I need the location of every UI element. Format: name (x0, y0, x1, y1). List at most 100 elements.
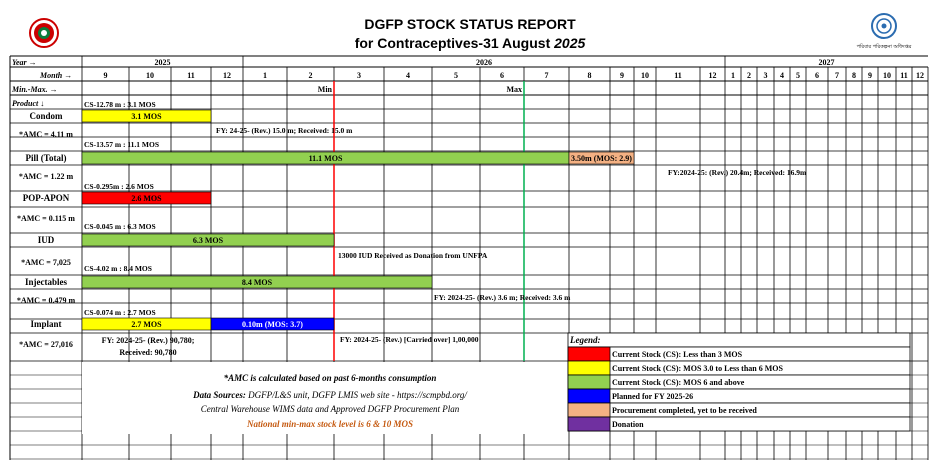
amc-value: *AMC = 0.479 m (17, 296, 76, 305)
legend-swatch (567, 374, 611, 390)
month-header: 6 (500, 71, 504, 80)
product-name: Implant (30, 319, 61, 329)
current-stock-text: CS-13.57 m : 11.1 MOS (84, 140, 159, 149)
month-header: 5 (796, 71, 800, 80)
year-2025: 2025 (155, 58, 171, 67)
product-name: Pill (Total) (26, 153, 67, 163)
stock-bar (81, 191, 212, 205)
procurement-note: FY: 2024-25- (Rev.) [Carried over] 1,00,… (340, 335, 479, 344)
month-header: 10 (146, 71, 154, 80)
amc-value: *AMC = 27,016 (19, 340, 73, 349)
year-2027: 2027 (819, 58, 835, 67)
report-subtitle-year: 2025 (554, 35, 586, 51)
implant-fy-line1: FY: 2024-25- (Rev.) 90,780; (102, 336, 195, 345)
current-stock-text: CS-0.295m : 2.6 MOS (84, 182, 154, 191)
year-2026: 2026 (476, 58, 492, 67)
product-label: Product ↓ (12, 99, 44, 108)
report-subtitle: for Contraceptives-31 August 2025 (0, 35, 940, 51)
month-header: 1 (731, 71, 735, 80)
planned-bar (210, 317, 335, 331)
stock-bar-label: 11.1 MOS (309, 154, 343, 163)
month-header: 8 (852, 71, 856, 80)
month-header: 10 (641, 71, 649, 80)
stock-bar-label: 2.7 MOS (131, 320, 162, 329)
amc-value: *AMC = 4.11 m (19, 130, 73, 139)
month-header: 12 (223, 71, 231, 80)
stock-bar-label: 3.1 MOS (131, 112, 162, 121)
current-stock-text: CS-0.045 m : 6.3 MOS (84, 222, 156, 231)
legend-swatch (567, 388, 611, 404)
amc-value: *AMC = 0.115 m (17, 214, 75, 223)
legend-label: Procurement completed, yet to be receive… (612, 406, 757, 415)
month-header: 9 (868, 71, 872, 80)
max-label: Max (506, 85, 522, 94)
report-subtitle-text: for Contraceptives-31 August (354, 35, 555, 51)
minmax-label: Min.-Max. → (11, 85, 58, 94)
procurement-note: FY: 24-25- (Rev.) 15.0 m; Received: 15.0… (216, 126, 353, 135)
month-header: 5 (454, 71, 458, 80)
legend-label: Current Stock (CS): MOS 6 and above (612, 378, 745, 387)
min-label: Min (318, 85, 333, 94)
data-sources-note: Data Sources: DGFP/L&S unit, DGFP LMIS w… (192, 390, 468, 400)
notes-box (82, 362, 568, 434)
legend-title: Legend: (569, 335, 601, 345)
legend-swatch (567, 416, 611, 432)
stock-bar (81, 233, 335, 247)
current-stock-text: CS-12.78 m : 3.1 MOS (84, 100, 156, 109)
planned-bar-label: 3.50m (MOS: 2.9) (571, 154, 632, 163)
stock-bar (81, 109, 212, 123)
month-label: Month → (39, 71, 72, 80)
implant-fy-line2: Received: 90,780 (119, 348, 176, 357)
month-header: 10 (883, 71, 891, 80)
legend-label: Current Stock (CS): MOS 3.0 to Less than… (612, 364, 784, 373)
legend-swatch (567, 360, 611, 376)
legend-swatch (567, 346, 611, 362)
planned-bar-label: 0.10m (MOS: 3.7) (242, 320, 303, 329)
legend-label: Donation (612, 420, 644, 429)
amc-value: *AMC = 7,025 (21, 258, 71, 267)
month-header: 2 (747, 71, 751, 80)
month-header: 6 (815, 71, 819, 80)
month-header: 9 (104, 71, 108, 80)
month-header: 4 (780, 71, 784, 80)
data-sources-line2: Central Warehouse WIMS data and Approved… (201, 404, 460, 414)
legend-label: Current Stock (CS): Less than 3 MOS (612, 350, 743, 359)
product-name: Injectables (25, 277, 67, 287)
amc-value: *AMC = 1.22 m (19, 172, 74, 181)
month-header: 3 (764, 71, 768, 80)
stock-bar-label: 8.4 MOS (242, 278, 273, 287)
report-title: DGFP STOCK STATUS REPORT (364, 16, 576, 32)
product-name: IUD (38, 235, 55, 245)
legend-title-row (567, 332, 911, 348)
month-header: 3 (357, 71, 361, 80)
month-header: 1 (263, 71, 267, 80)
legend-swatch (567, 402, 611, 418)
legend-label: Planned for FY 2025-26 (612, 392, 693, 401)
month-header: 12 (709, 71, 717, 80)
month-header: 8 (588, 71, 592, 80)
year-label: Year → (12, 58, 37, 67)
month-header: 11 (900, 71, 908, 80)
amc-footnote: *AMC is calculated based on past 6-month… (224, 373, 437, 383)
month-header: 11 (187, 71, 195, 80)
donation-note: 13000 IUD Received as Donation from UNFP… (338, 251, 488, 260)
national-minmax-note: National min-max stock level is 6 & 10 M… (246, 419, 413, 429)
product-name: Condom (29, 111, 63, 121)
procurement-note: FY:2024-25: (Rev.) 20.4m; Received: 16.9… (668, 168, 807, 177)
month-header: 9 (620, 71, 624, 80)
procurement-note: FY: 2024-25- (Rev.) 3.6 m; Received: 3.6… (434, 293, 571, 302)
month-header: 7 (545, 71, 549, 80)
month-header: 11 (674, 71, 682, 80)
month-header: 12 (916, 71, 924, 80)
month-header: 2 (309, 71, 313, 80)
stock-bar (81, 275, 433, 289)
stock-bar-label: 2.6 MOS (131, 194, 162, 203)
product-name: POP-APON (23, 193, 70, 203)
current-stock-text: CS-0.074 m : 2.7 MOS (84, 308, 156, 317)
dgfp-logo-caption: পরিবার পরিকল্পনা অধিদপ্তর (856, 44, 912, 50)
stock-bar-label: 6.3 MOS (193, 236, 224, 245)
month-header: 4 (406, 71, 410, 80)
month-header: 7 (835, 71, 839, 80)
